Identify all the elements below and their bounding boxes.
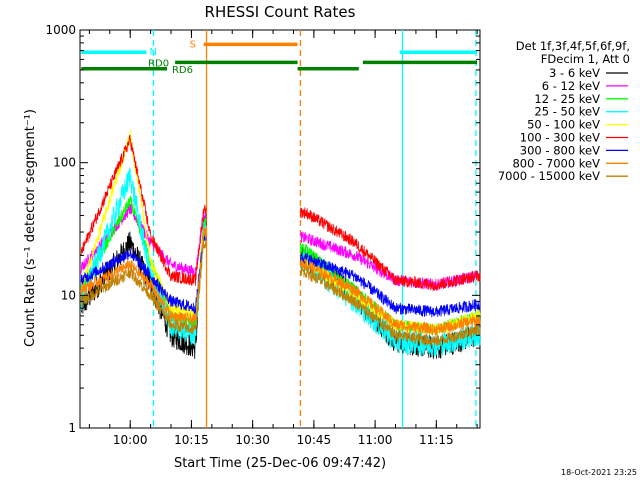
y-axis-label: Count Rate (s⁻¹ detector segment⁻¹)	[23, 109, 38, 347]
series-line-4	[80, 130, 481, 336]
plot-area	[79, 29, 481, 429]
series-line-5	[80, 134, 481, 292]
flag-label-0: N	[150, 47, 157, 58]
legend-label-8: 7000 - 15000 keV	[498, 169, 600, 183]
y-tick-label-3: 1000	[45, 23, 76, 37]
chart-title: RHESSI Count Rates	[205, 3, 356, 21]
y-tick-label-2: 100	[53, 156, 76, 170]
series-line-8	[80, 239, 481, 347]
x-tick-label-2: 10:30	[235, 433, 270, 447]
series-line-6	[80, 231, 481, 318]
legend-label-2: 12 - 25 keV	[534, 92, 600, 106]
legend-header-0: Det 1f,3f,4f,5f,6f,9f,	[516, 39, 630, 53]
plot-frame	[79, 29, 481, 429]
legend-label-6: 300 - 800 keV	[520, 143, 600, 157]
x-tick-label-4: 11:00	[358, 433, 393, 447]
flag-label-1: S	[190, 39, 196, 50]
x-tick-label-5: 11:15	[419, 433, 454, 447]
x-tick-label-0: 10:00	[113, 433, 148, 447]
legend-label-3: 25 - 50 keV	[534, 105, 600, 119]
data-series	[80, 130, 481, 359]
marker-lines	[152, 30, 477, 428]
flag-label-2: RD0	[148, 58, 169, 69]
y-tick-label-1: 10	[61, 288, 76, 302]
legend-label-0: 3 - 6 keV	[549, 66, 600, 80]
x-tick-label-1: 10:15	[174, 433, 209, 447]
legend-label-7: 800 - 7000 keV	[512, 156, 600, 170]
axes: 1 10 100 1000 10:00 10:15 10:30 10:45 11:00 11:15	[45, 23, 480, 447]
series-line-7	[80, 226, 481, 336]
flag-label-3: RD6	[172, 65, 193, 76]
legend-label-1: 6 - 12 keV	[542, 79, 600, 93]
legend-label-4: 50 - 100 keV	[527, 118, 600, 132]
y-tick-label-0: 1	[68, 421, 76, 435]
legend: Det 1f,3f,4f,5f,6f,9f,FDecim 1, Att 03 -…	[498, 39, 630, 183]
x-axis-label: Start Time (25-Dec-06 09:47:42)	[174, 456, 386, 471]
timestamp: 18-Oct-2021 23:25	[561, 468, 637, 477]
legend-header-1: FDecim 1, Att 0	[541, 52, 630, 66]
legend-label-5: 100 - 300 keV	[520, 131, 600, 145]
x-tick-label-3: 10:45	[297, 433, 332, 447]
